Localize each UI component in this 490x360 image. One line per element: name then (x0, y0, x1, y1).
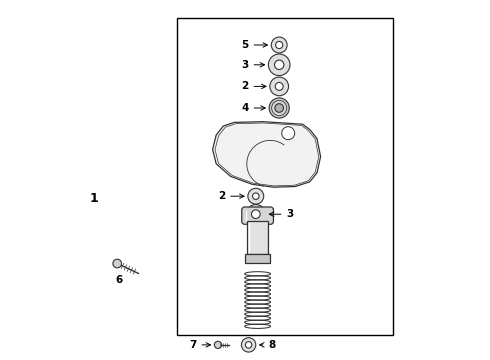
FancyBboxPatch shape (242, 207, 273, 224)
Circle shape (270, 77, 289, 96)
Circle shape (275, 82, 283, 90)
Circle shape (246, 204, 266, 224)
Circle shape (113, 259, 122, 268)
Text: 6: 6 (115, 275, 122, 285)
Circle shape (245, 342, 252, 348)
Text: 5: 5 (242, 40, 268, 50)
Circle shape (271, 100, 287, 116)
Text: 2: 2 (218, 191, 244, 201)
Circle shape (251, 210, 260, 219)
Circle shape (275, 104, 284, 112)
Circle shape (215, 341, 221, 348)
Circle shape (269, 54, 290, 76)
Text: 3: 3 (242, 60, 265, 70)
Bar (247, 221, 269, 254)
Text: 7: 7 (189, 340, 211, 350)
Text: 8: 8 (260, 340, 275, 350)
Circle shape (282, 127, 294, 140)
Polygon shape (213, 122, 320, 187)
Text: 3: 3 (270, 209, 294, 219)
Circle shape (252, 193, 259, 199)
Circle shape (248, 188, 264, 204)
Text: 1: 1 (90, 192, 98, 204)
Text: 2: 2 (242, 81, 266, 91)
Circle shape (271, 37, 287, 53)
Text: 4: 4 (241, 103, 265, 113)
Circle shape (274, 60, 284, 69)
Circle shape (269, 98, 289, 118)
Circle shape (275, 41, 283, 49)
Bar (245, 254, 270, 263)
Bar (176, 18, 392, 335)
Circle shape (242, 338, 256, 352)
